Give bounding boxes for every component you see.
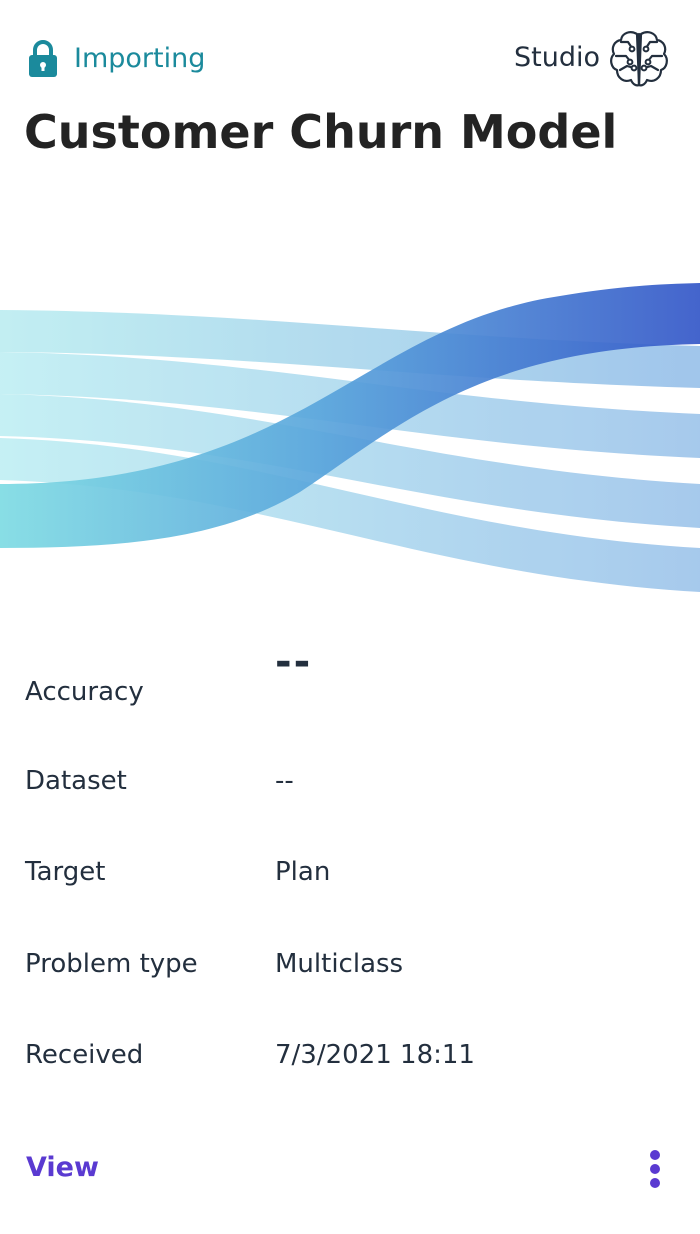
view-link[interactable]: View	[26, 1152, 99, 1183]
source-label: Studio	[514, 42, 600, 73]
more-vertical-icon[interactable]	[640, 1146, 670, 1190]
detail-row-received: Received 7/3/2021 18:11	[0, 1035, 700, 1075]
detail-label: Accuracy	[25, 677, 144, 707]
brain-circuit-icon	[610, 31, 668, 87]
status-indicator: Importing	[28, 38, 205, 80]
detail-row-problem-type: Problem type Multiclass	[0, 944, 700, 984]
detail-row-target: Target Plan	[0, 852, 700, 892]
detail-label: Target	[25, 857, 106, 887]
detail-value: --	[275, 639, 313, 685]
detail-label: Problem type	[25, 949, 198, 979]
detail-row-accuracy: Accuracy --	[0, 642, 700, 712]
model-title: Customer Churn Model	[24, 105, 618, 159]
detail-label: Dataset	[25, 766, 127, 796]
detail-label: Received	[25, 1040, 144, 1070]
lock-icon	[29, 40, 57, 77]
source-badge: Studio	[514, 28, 670, 88]
detail-value: --	[275, 766, 294, 796]
detail-row-dataset: Dataset --	[0, 761, 700, 801]
detail-value: Multiclass	[275, 949, 404, 979]
hero-illustration	[0, 283, 700, 592]
status-label: Importing	[74, 43, 206, 74]
detail-value: 7/3/2021 18:11	[275, 1040, 475, 1070]
detail-value: Plan	[275, 857, 331, 887]
